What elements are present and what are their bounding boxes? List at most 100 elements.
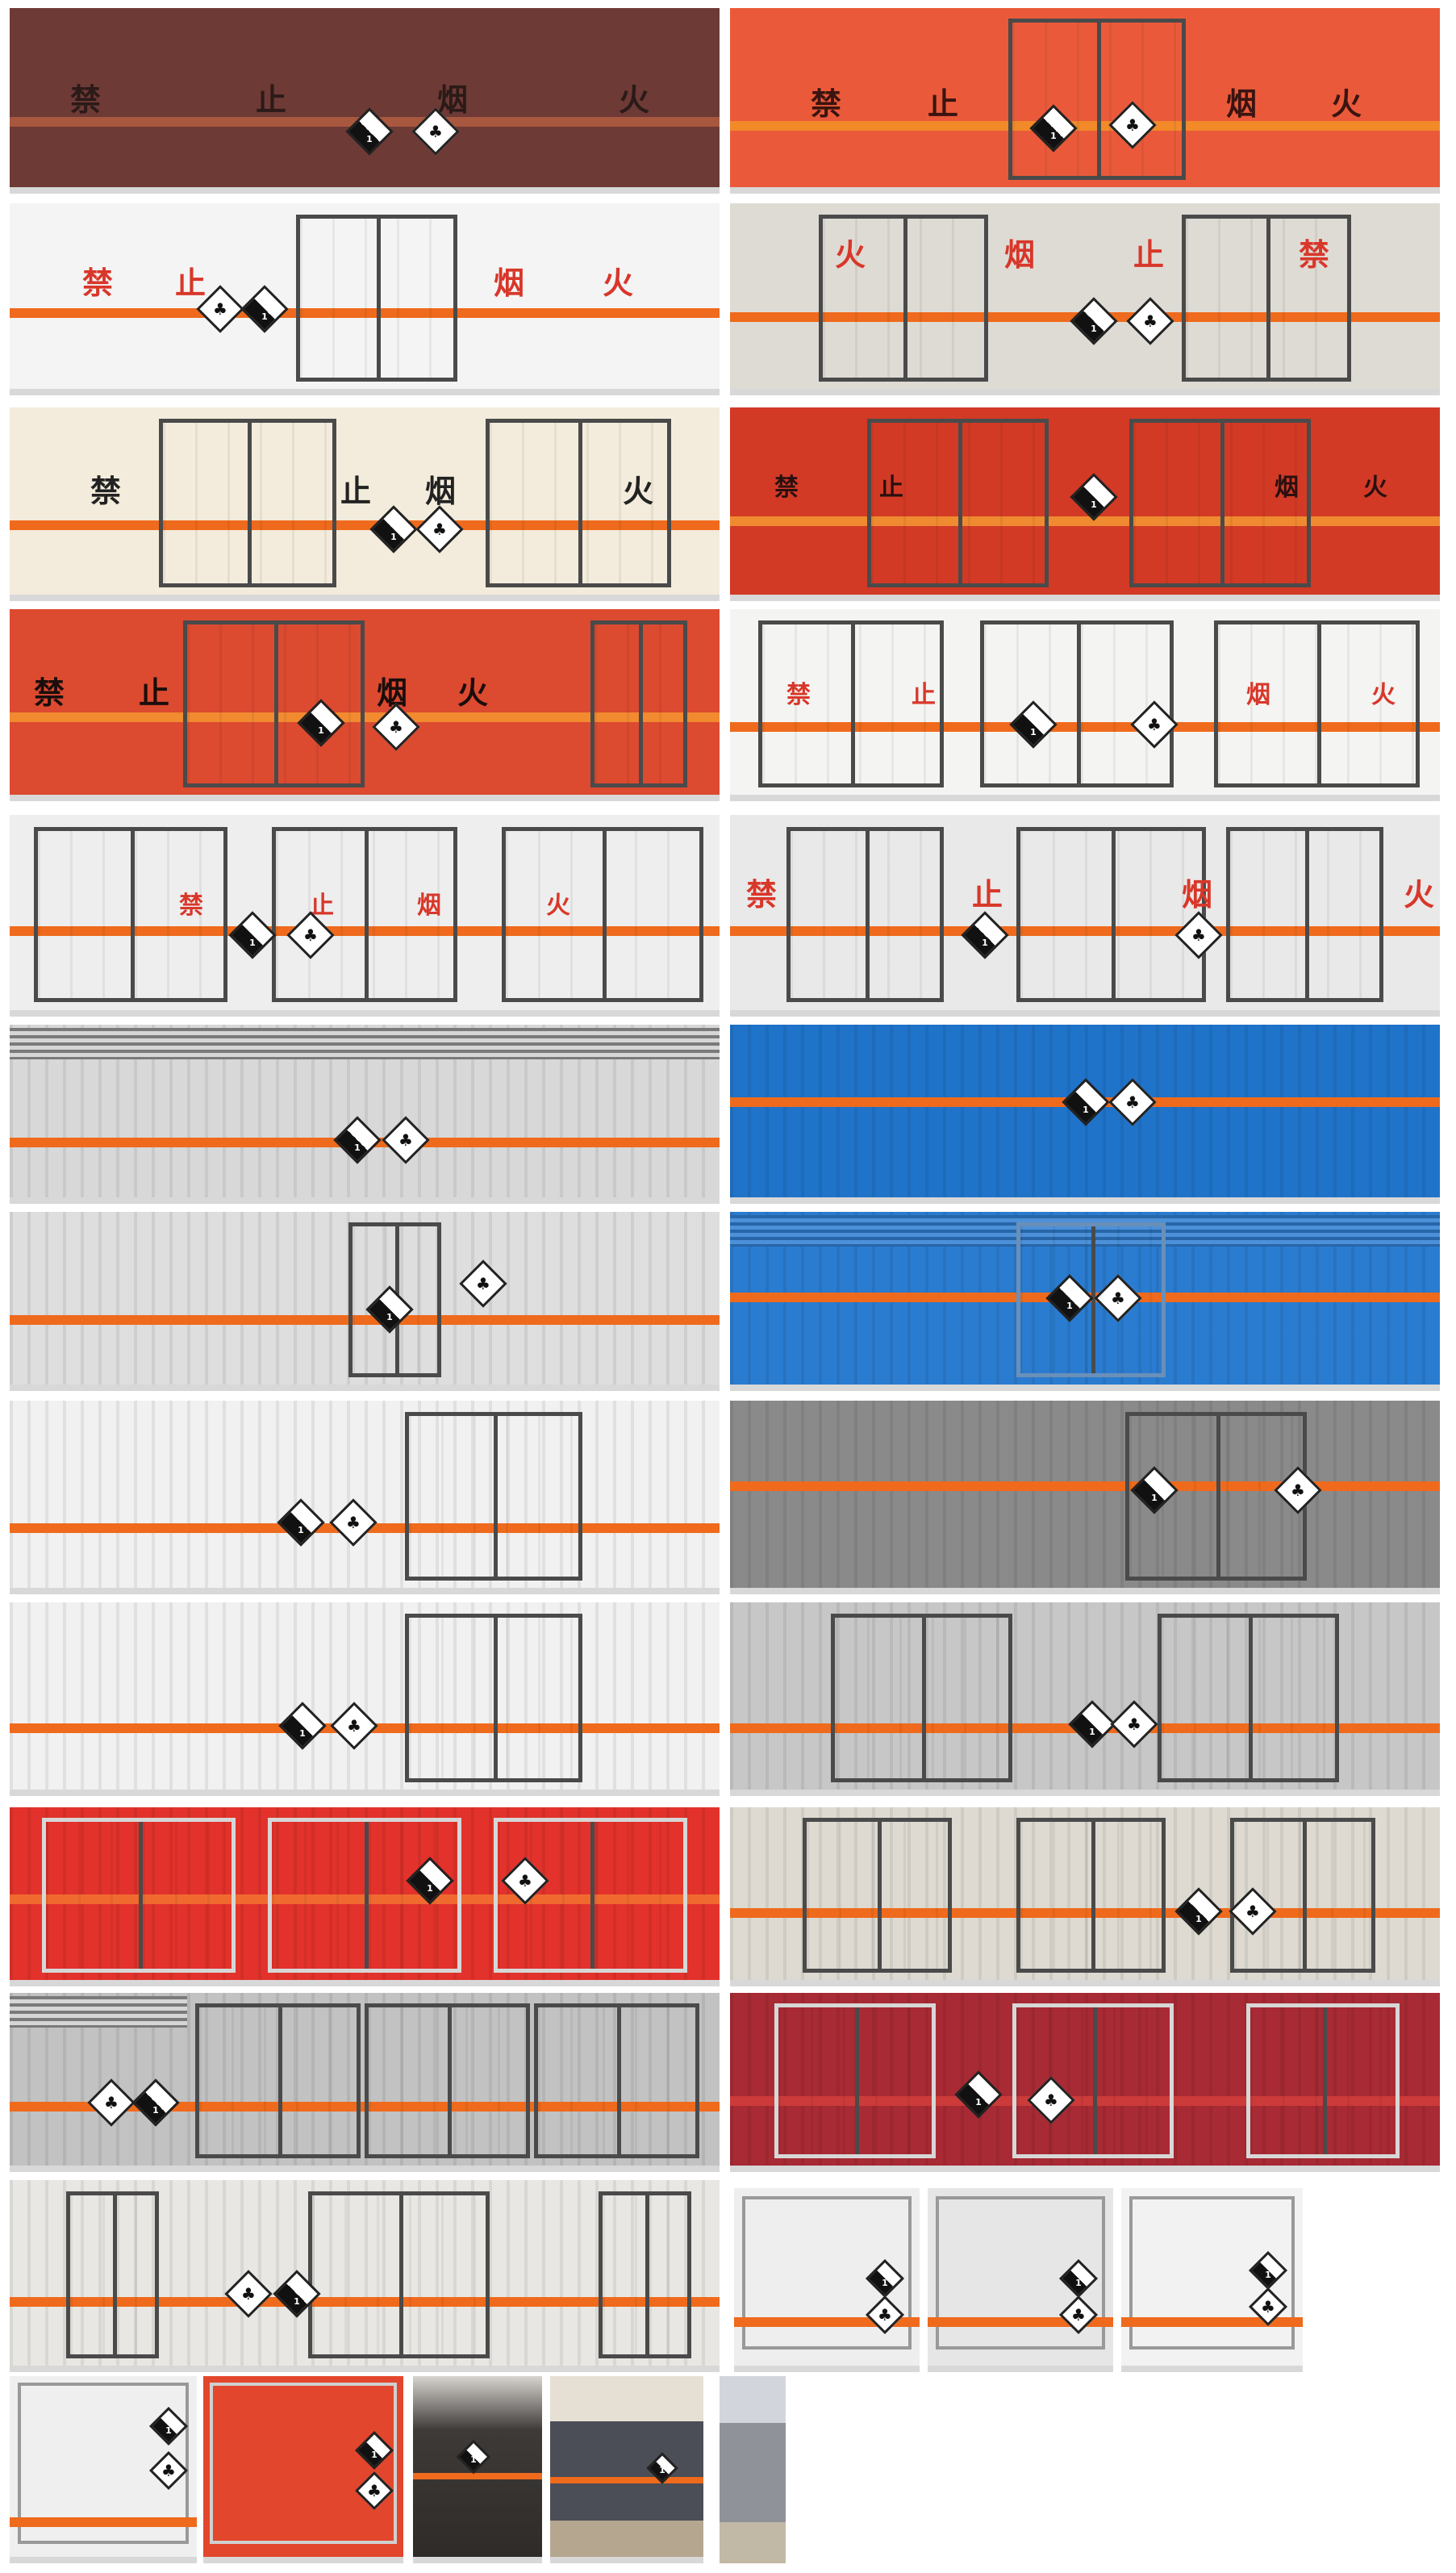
cargo-door: [867, 418, 1049, 587]
warning-char-1: 禁: [179, 892, 203, 920]
corrugated-wall: [730, 1602, 1440, 1790]
cargo-door: [590, 620, 687, 787]
warning-char-2: 止: [928, 86, 959, 122]
corrugated-wall: [10, 1401, 720, 1588]
truck-side-panel-3: 禁 止 烟 火 ♣ 1: [10, 203, 720, 395]
warning-char-4: 火: [1371, 681, 1396, 709]
cargo-door: [405, 1411, 582, 1581]
cargo-door: [599, 2191, 691, 2358]
cargo-door: [1016, 826, 1206, 1003]
warning-char-4: 火: [1331, 86, 1362, 122]
cargo-door: [1214, 620, 1420, 787]
explosive-hazard-icon: 1: [345, 107, 394, 156]
rear-door: [1129, 2196, 1295, 2350]
vent-louver: [10, 1996, 187, 2028]
orange-stripe: [10, 1315, 720, 1325]
vent-louver: [730, 1215, 1440, 1247]
orange-stripe: [10, 520, 720, 530]
explosive-hazard-icon: 1: [240, 285, 289, 333]
cargo-door: [1246, 2003, 1400, 2159]
truck-side-panel-4: 火 烟 止 禁 1 ♣: [730, 203, 1440, 395]
cargo-door: [1129, 418, 1311, 587]
corrugated-wall: [10, 1602, 720, 1790]
orange-stripe: [10, 308, 720, 318]
cargo-door: [758, 620, 944, 787]
explosive-hazard-icon: 1: [456, 2439, 491, 2475]
cargo-door: [980, 620, 1174, 787]
cargo-door: [1182, 214, 1351, 382]
truck-rear-view-2: 1 ♣: [928, 2188, 1113, 2372]
truck-side-panel-7: 禁 止 烟 火 1 ♣: [10, 609, 720, 801]
cargo-door: [786, 826, 944, 1003]
truck-rear-view-5: 1 ♣: [203, 2376, 403, 2563]
orange-stripe: [730, 926, 1440, 936]
warning-char-3: 烟: [437, 82, 469, 118]
corrugated-wall: [10, 1212, 720, 1385]
warning-char-2: 止: [972, 877, 1003, 913]
truck-side-panel-10: 禁 止 烟 火 1 ♣: [730, 815, 1440, 1017]
cargo-door: [819, 214, 988, 382]
truck-photo-2: 1: [550, 2376, 703, 2563]
warning-char-2: 止: [175, 265, 207, 301]
cargo-door: [405, 1613, 582, 1782]
truck-side-panel-20: 1 ♣: [730, 1807, 1440, 1986]
warning-char-1: 禁: [82, 265, 114, 301]
orange-stripe: [730, 2096, 1440, 2106]
orange-stripe: [730, 722, 1440, 732]
warning-char-3: 烟: [494, 265, 525, 301]
environment-hazard-icon: ♣: [415, 505, 464, 553]
orange-stripe: [10, 712, 720, 722]
truck-side-panel-23: ♣ 1: [10, 2180, 720, 2372]
orange-stripe: [730, 121, 1440, 131]
corrugated-wall: [730, 1401, 1440, 1588]
warning-char-2: 止: [879, 474, 903, 502]
warning-char-3: 烟: [377, 675, 408, 711]
truck-side-panel-13: 1 ♣: [10, 1212, 720, 1391]
rear-door: [18, 2383, 189, 2544]
rear-door: [742, 2196, 912, 2350]
cargo-door: [159, 418, 336, 587]
explosive-hazard-icon: 1: [961, 911, 1009, 959]
truck-side-panel-9: 禁 止 烟 火 1 ♣: [10, 815, 720, 1017]
environment-hazard-icon: ♣: [1126, 297, 1174, 345]
cargo-door: [183, 620, 365, 787]
cargo-door: [1158, 1613, 1339, 1782]
cargo-door: [365, 2003, 530, 2159]
warning-char-2: 止: [139, 675, 170, 711]
warning-char-1: 禁: [746, 877, 778, 913]
truck-side-panel-2: 禁 止 烟 火 1 ♣: [730, 8, 1440, 194]
warning-char-3: 烟: [417, 892, 441, 920]
truck-rear-view-1: 1 ♣: [734, 2188, 920, 2372]
truck-side-panel-8: 禁 止 烟 火 1 ♣: [730, 609, 1440, 801]
vent-louver: [10, 1028, 720, 1059]
truck-side-panel-22: 1 ♣: [730, 1993, 1440, 2172]
cargo-door: [42, 1817, 236, 1974]
truck-photo-1: 1: [413, 2376, 542, 2563]
warning-char-2: 烟: [1004, 237, 1036, 273]
truck-side-panel-5: 禁 止 烟 火 1 ♣: [10, 407, 720, 601]
warning-char-4: 火: [457, 675, 489, 711]
orange-stripe: [1121, 2317, 1303, 2327]
cargo-door: [1226, 826, 1383, 1003]
warning-char-2: 止: [256, 82, 287, 118]
warning-char-2: 止: [912, 681, 936, 709]
truck-side-panel-17: 1 ♣: [10, 1602, 720, 1796]
explosive-hazard-icon: 1: [1070, 297, 1118, 345]
orange-stripe: [10, 2517, 197, 2527]
warning-char-4: 火: [1363, 474, 1387, 502]
cargo-door: [1012, 2003, 1174, 2159]
warning-char-1: 禁: [811, 86, 842, 122]
truck-side-panel-6: 禁 止 烟 火 1: [730, 407, 1440, 601]
explosive-hazard-icon: 1: [228, 911, 277, 959]
warning-char-1: 火: [835, 237, 866, 273]
corrugated-wall: [730, 1807, 1440, 1980]
truck-photo-3: [720, 2376, 786, 2563]
cargo-door: [486, 418, 671, 587]
cargo-door: [502, 826, 703, 1003]
cargo-door: [831, 1613, 1012, 1782]
warning-char-3: 烟: [1275, 474, 1299, 502]
truck-side-panel-19: 1 ♣: [10, 1807, 720, 1986]
orange-stripe: [10, 2297, 720, 2307]
truck-side-panel-12: 1 ♣: [730, 1025, 1440, 1204]
warning-char-3: 烟: [1182, 877, 1213, 913]
